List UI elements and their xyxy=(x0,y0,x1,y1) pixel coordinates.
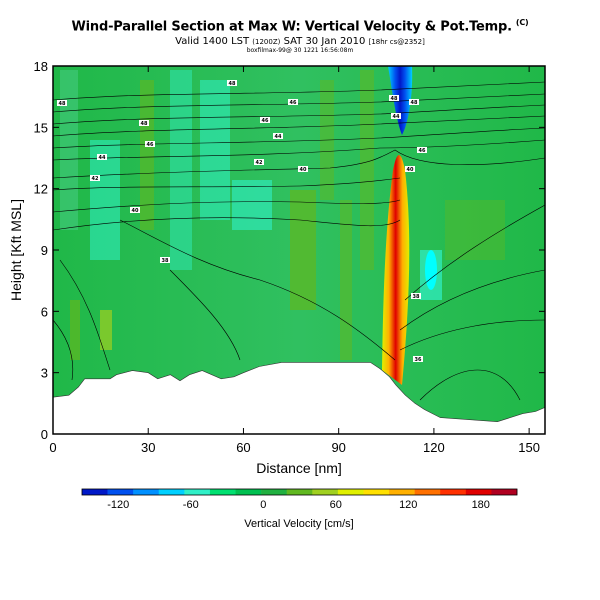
field-streak xyxy=(290,190,316,310)
x-tick-label: 60 xyxy=(236,440,250,455)
colorbar-ticks: -120 -60 0 60 120 180 xyxy=(107,499,490,511)
contour-label: 48 xyxy=(141,121,148,127)
colorbar-swatch xyxy=(82,489,108,495)
colorbar-tick-label: 180 xyxy=(472,499,490,511)
valid-date: SAT 30 Jan 2010 xyxy=(283,36,366,47)
x-tick-label: 150 xyxy=(518,440,540,455)
colorbar-swatch xyxy=(235,489,262,495)
colorbar-swatch xyxy=(337,489,364,495)
field-streak xyxy=(200,80,230,220)
contour-label: 46 xyxy=(290,100,297,106)
contour-label: 36 xyxy=(415,357,422,363)
terrain xyxy=(53,362,545,434)
colorbar-swatch xyxy=(389,489,415,495)
contour-label: 40 xyxy=(300,167,307,173)
contour-label: 38 xyxy=(162,258,169,264)
chart-subtitle: Valid 1400 LST (1200Z) SAT 30 Jan 2010 [… xyxy=(0,36,600,47)
valid-extra: [18hr cs@2352] xyxy=(368,38,425,46)
contour-label: 48 xyxy=(229,81,236,87)
x-axis: 0 30 60 90 120 150 xyxy=(49,66,540,455)
colorbar-tick-label: 60 xyxy=(330,499,342,511)
field-streak xyxy=(360,70,374,270)
chart-title: Wind-Parallel Section at Max W: Vertical… xyxy=(0,18,600,34)
y-tick-label: 12 xyxy=(34,182,48,197)
colorbar-frame xyxy=(81,488,518,496)
contour-label: 38 xyxy=(413,294,420,300)
theta-contours xyxy=(53,81,545,401)
terrain-edge xyxy=(53,362,545,423)
contour-label: 42 xyxy=(92,176,99,182)
contour-label: 48 xyxy=(59,101,66,107)
colorbar xyxy=(81,488,518,496)
colorbar-swatch xyxy=(133,489,160,495)
colorbar-tick-label: -60 xyxy=(183,499,199,511)
contour-label: 46 xyxy=(147,142,154,148)
colorbar-swatch xyxy=(312,489,339,495)
colorbar-swatch xyxy=(209,489,236,495)
field-streak xyxy=(445,200,505,260)
colorbar-swatch xyxy=(184,489,211,495)
copyright-tag: (C) xyxy=(515,18,529,27)
y-tick-label: 15 xyxy=(34,120,48,135)
y-tick-label: 0 xyxy=(41,427,48,442)
colorbar-tick-label: 120 xyxy=(399,499,417,511)
x-tick-label: 30 xyxy=(141,440,155,455)
field-streak xyxy=(100,310,112,350)
contour-label: 44 xyxy=(393,114,400,120)
y-tick-label: 18 xyxy=(34,59,48,74)
x-axis-title: Distance [nm] xyxy=(256,460,342,476)
contour-label: 44 xyxy=(99,155,106,161)
colorbar-swatch xyxy=(286,489,313,495)
field-streak xyxy=(140,80,154,230)
contour-label: 40 xyxy=(132,208,139,214)
x-tick-label: 90 xyxy=(331,440,345,455)
contour-label: 46 xyxy=(419,148,426,154)
colorbar-swatch xyxy=(465,489,492,495)
contour-label: 48 xyxy=(411,100,418,106)
colorbar-swatch xyxy=(107,489,134,495)
downdraft-column xyxy=(388,66,413,135)
contour-label-group: 48 48 46 44 42 40 38 48 46 46 44 42 40 4… xyxy=(57,80,427,363)
y-axis-title: Height [Kft MSL] xyxy=(8,199,24,301)
contour-label: 46 xyxy=(262,118,269,124)
colorbar-swatch xyxy=(414,489,441,495)
field-streak xyxy=(170,70,192,270)
updraft-column xyxy=(382,155,410,385)
run-info-text: boxfilmax-99@ 30 1221 16:56:08m xyxy=(246,47,354,54)
contour-label: 48 xyxy=(391,96,398,102)
valid-time: Valid 1400 LST xyxy=(175,36,250,47)
valid-utc: (1200Z) xyxy=(252,38,281,46)
contour-label: 42 xyxy=(256,160,263,166)
colorbar-swatch xyxy=(261,489,288,495)
contour-label: 40 xyxy=(407,167,414,173)
field-downdraft-spot xyxy=(425,250,437,290)
colorbar-swatch xyxy=(158,489,185,495)
colorbar-tick-label: -120 xyxy=(107,499,129,511)
y-tick-label: 6 xyxy=(41,304,48,319)
field-layer: 48 48 46 44 42 40 38 48 46 46 44 42 40 4… xyxy=(53,66,545,434)
field-streak xyxy=(60,70,78,230)
colorbar-swatch xyxy=(491,489,518,495)
x-tick-label: 120 xyxy=(423,440,445,455)
colorbar-swatch xyxy=(363,489,390,495)
y-tick-label: 9 xyxy=(41,243,48,258)
y-tick-label: 3 xyxy=(41,366,48,381)
colorbar-tick-label: 0 xyxy=(260,499,266,511)
colorbar-title: Vertical Velocity [cm/s] xyxy=(244,518,353,530)
chart-title-text: Wind-Parallel Section at Max W: Vertical… xyxy=(71,19,513,35)
colorbar-swatch xyxy=(440,489,467,495)
run-info: boxfilmax-99@ 30 1221 16:56:08m xyxy=(0,47,600,54)
x-tick-label: 0 xyxy=(49,440,56,455)
field-streak xyxy=(232,180,272,230)
field-streak xyxy=(70,300,80,360)
contour-label: 44 xyxy=(275,134,282,140)
